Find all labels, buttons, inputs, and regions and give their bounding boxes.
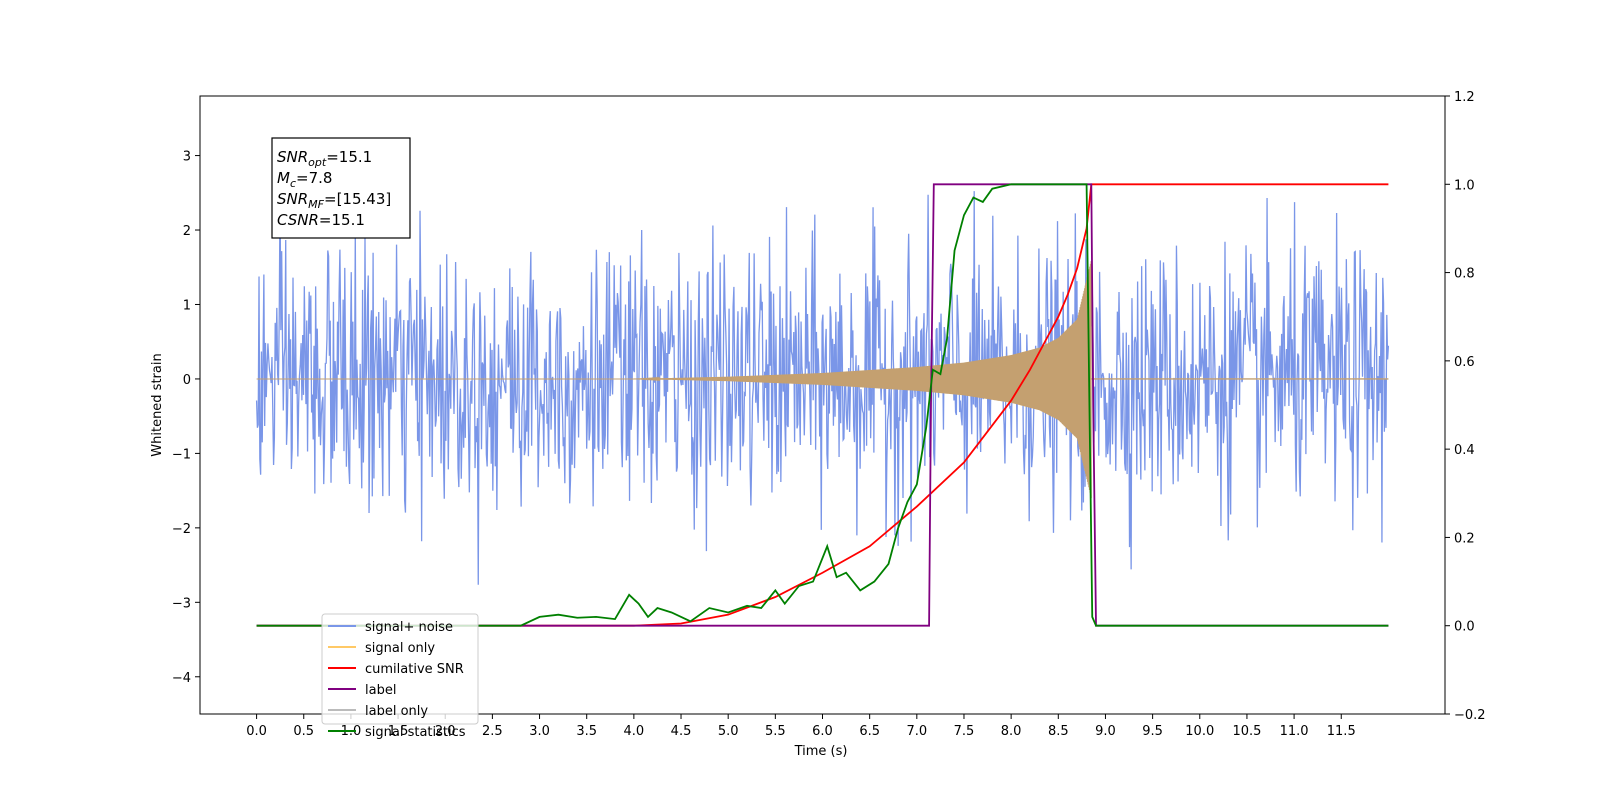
annotation-frame	[271, 137, 411, 239]
chirp-line	[256, 261, 1092, 499]
x-tick-label: 6.0	[812, 724, 833, 739]
left-y-axis-ticks: −4 −3 −2 −1 0 1 2 3	[172, 150, 200, 686]
y-tick-label-right: 0.0	[1454, 620, 1475, 635]
series-layer	[255, 183, 1390, 627]
y-tick-label-left: −3	[172, 596, 191, 611]
x-tick-label: 4.0	[624, 724, 645, 739]
x-tick-label: 8.0	[1001, 724, 1022, 739]
legend-frame	[321, 613, 479, 725]
x-tick-label: 0.5	[293, 724, 314, 739]
x-tick-label: 5.0	[718, 724, 739, 739]
annotation-line: SNRMF=[15.43]	[277, 190, 391, 211]
y-tick-label-left: 3	[183, 150, 191, 165]
x-tick-label: 4.5	[671, 724, 692, 739]
x-tick-label: 0.0	[246, 724, 267, 739]
legend-label: label	[365, 683, 396, 698]
y-tick-label-right: 0.2	[1454, 531, 1475, 546]
x-tick-label: 2.5	[482, 724, 503, 739]
x-tick-label: 10.0	[1185, 724, 1214, 739]
series-signal-noise	[255, 190, 1390, 585]
y-tick-label-right: 0.4	[1454, 443, 1475, 458]
x-tick-label: 11.5	[1327, 724, 1356, 739]
x-tick-label: 3.0	[529, 724, 550, 739]
right-y-axis-ticks: −0.2 0.0 0.2 0.4 0.6 0.8 1.0 1.2	[1445, 90, 1486, 723]
y-tick-label-right: −0.2	[1454, 708, 1486, 723]
noise-line	[255, 190, 1390, 585]
legend-label: cumilative SNR	[365, 662, 464, 677]
x-axis-ticks: 0.0 0.5 1.0 1.5 2.0 2.5 3.0 3.5 4.0 4.5 5.0 5.5 6.0 6…	[246, 714, 1356, 739]
x-tick-label: 3.5	[576, 724, 597, 739]
x-tick-label: 2.0	[435, 724, 456, 739]
x-tick-label: 8.5	[1048, 724, 1069, 739]
series-signal-statistics	[256, 183, 1389, 627]
x-tick-label: 7.0	[906, 724, 927, 739]
y-tick-label-right: 1.2	[1454, 90, 1475, 105]
line	[256, 183, 1389, 627]
series-signal-only	[256, 261, 1389, 499]
y-tick-label-left: −4	[172, 671, 191, 686]
x-tick-label: 1.5	[388, 724, 409, 739]
x-axis-label: Time (s)	[794, 744, 848, 759]
annotation-line: SNRopt=15.1	[277, 148, 372, 169]
y-tick-label-left: −1	[172, 447, 191, 462]
annotation-line: CSNR=15.1	[277, 211, 365, 229]
y-tick-label-left: 0	[183, 373, 191, 388]
x-tick-label: 7.5	[954, 724, 975, 739]
legend-label: signal+ noise	[365, 620, 453, 635]
x-tick-label: 9.0	[1095, 724, 1116, 739]
y-tick-label-left: −2	[172, 522, 191, 537]
legend-label: signal only	[365, 641, 435, 656]
x-tick-label: 10.5	[1232, 724, 1261, 739]
y-tick-label-right: 1.0	[1454, 178, 1475, 193]
x-tick-label: 6.5	[859, 724, 880, 739]
x-tick-label: 9.5	[1142, 724, 1163, 739]
y-tick-label-right: 0.8	[1454, 267, 1475, 282]
y-tick-label-left: 2	[183, 224, 191, 239]
y-axis-label: Whitened strain	[150, 353, 165, 456]
legend: signal+ noise signal only cumilative SNR la…	[321, 613, 479, 740]
x-tick-label: 5.5	[765, 724, 786, 739]
legend-label: label only	[365, 704, 428, 719]
x-tick-label: 11.0	[1280, 724, 1309, 739]
y-tick-label-right: 0.6	[1454, 355, 1475, 370]
annotation-line: Mc=7.8	[277, 169, 332, 190]
legend-label: signal statistics	[365, 725, 466, 740]
y-tick-label-left: 1	[183, 298, 191, 313]
